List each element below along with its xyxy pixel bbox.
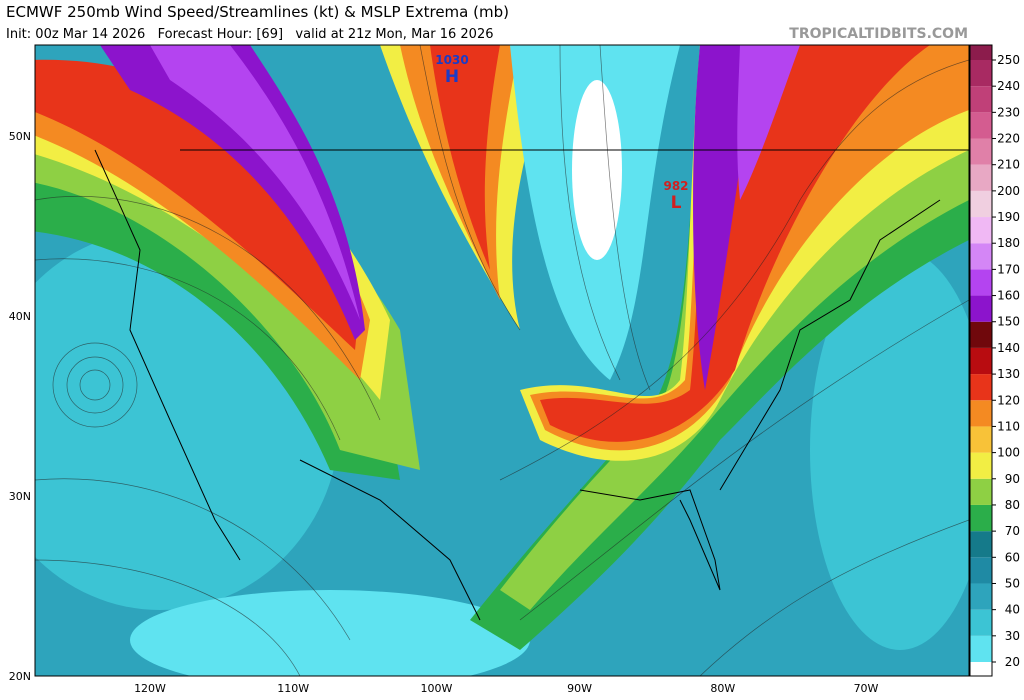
colorbar-band xyxy=(970,504,992,532)
colorbar-label: 130 xyxy=(997,367,1020,381)
colorbar-band xyxy=(970,190,992,218)
site-name: TROPICALTIDBITS.COM xyxy=(789,26,968,42)
colorbar-label: 180 xyxy=(997,236,1020,250)
pressure-label: 1030 xyxy=(435,53,468,67)
colorbar-band xyxy=(970,374,992,401)
colorbar-label: 70 xyxy=(1005,524,1020,538)
colorbar-label: 160 xyxy=(997,289,1020,303)
colorbar-label: 90 xyxy=(1005,472,1020,486)
colorbar-band xyxy=(970,635,992,662)
colorbar-label: 200 xyxy=(997,184,1020,198)
pressure-symbol: H xyxy=(445,67,459,87)
colorbar-band xyxy=(970,60,992,87)
colorbar-band xyxy=(970,164,992,191)
colorbar-band xyxy=(970,112,992,139)
lon-label: 90W xyxy=(567,682,592,695)
colorbar-band xyxy=(970,557,992,584)
lon-label: 70W xyxy=(854,682,879,695)
colorbar-band xyxy=(970,452,992,479)
colorbar-label: 60 xyxy=(1005,550,1020,564)
lon-label: 80W xyxy=(710,682,735,695)
colorbar-band xyxy=(970,243,992,270)
map xyxy=(35,45,969,676)
lon-label: 110W xyxy=(277,682,309,695)
colorbar-label: 140 xyxy=(997,341,1020,355)
lat-label: 50N xyxy=(9,130,31,143)
colorbar-label: 150 xyxy=(997,315,1020,329)
colorbar-label: 240 xyxy=(997,79,1020,93)
colorbar-label: 80 xyxy=(1005,498,1020,512)
colorbar-label: 220 xyxy=(997,132,1020,146)
pressure-label: 982 xyxy=(663,179,688,193)
colorbar-band xyxy=(970,217,992,244)
lon-label: 120W xyxy=(134,682,166,695)
colorbar-band xyxy=(970,609,992,636)
pressure-symbol: L xyxy=(671,193,682,213)
colorbar-band xyxy=(970,426,992,453)
colorbar-label: 30 xyxy=(1005,629,1020,643)
colorbar-label: 40 xyxy=(1005,603,1020,617)
colorbar-label: 170 xyxy=(997,262,1020,276)
lat-label: 20N xyxy=(9,670,31,683)
colorbar-label: 20 xyxy=(1005,655,1020,669)
lat-label: 30N xyxy=(9,490,31,503)
colorbar-band xyxy=(970,295,992,322)
colorbar-label: 250 xyxy=(997,53,1020,67)
colorbar-band xyxy=(970,478,992,505)
colorbar-label: 190 xyxy=(997,210,1020,224)
colorbar-label: 110 xyxy=(997,419,1020,433)
colorbar-label: 50 xyxy=(1005,576,1020,590)
colorbar-label: 120 xyxy=(997,393,1020,407)
lon-label: 100W xyxy=(420,682,452,695)
colorbar-label: 210 xyxy=(997,158,1020,172)
colorbar-band xyxy=(970,321,992,348)
colorbar-frame xyxy=(969,44,993,677)
colorbar-band xyxy=(970,400,992,427)
colorbar-label: 230 xyxy=(997,105,1020,119)
subtitle: Init: 00z Mar 14 2026 Forecast Hour: [69… xyxy=(6,27,493,42)
colorbar-band xyxy=(970,138,992,165)
colorbar-band xyxy=(970,347,992,375)
colorbar-band xyxy=(970,86,992,113)
colorbar-band xyxy=(970,269,992,296)
colorbar-band xyxy=(970,583,992,610)
lat-label: 40N xyxy=(9,310,31,323)
colorbar-band xyxy=(970,662,992,676)
colorbar-band xyxy=(970,531,992,558)
colorbar-band xyxy=(970,45,992,60)
title: ECMWF 250mb Wind Speed/Streamlines (kt) … xyxy=(6,3,509,21)
map-frame xyxy=(34,44,970,677)
colorbar-label: 100 xyxy=(997,446,1020,460)
